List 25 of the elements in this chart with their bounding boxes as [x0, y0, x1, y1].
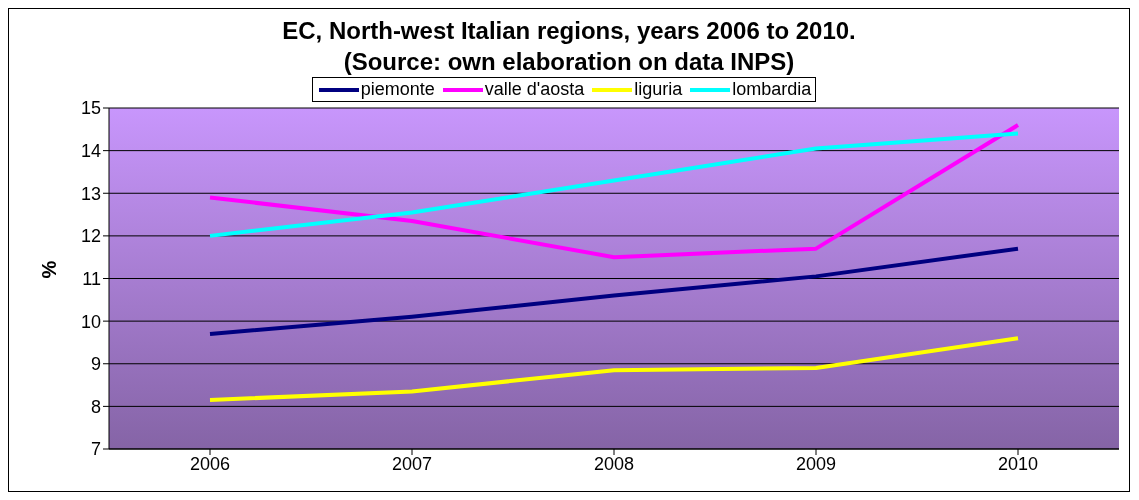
- legend-label: valle d'aosta: [484, 79, 585, 100]
- legend-label: piemonte: [360, 79, 435, 100]
- line-series: [208, 123, 1020, 260]
- y-tick-label: 9: [90, 354, 101, 375]
- line-series: [208, 336, 1020, 402]
- x-tick-label: 2006: [189, 453, 231, 474]
- legend-label: liguria: [634, 79, 683, 100]
- y-axis-title: %: [38, 260, 61, 279]
- y-tick-label: 13: [80, 183, 101, 204]
- y-tick-label: 10: [80, 311, 101, 332]
- x-tick-label: 2008: [593, 453, 635, 474]
- chart-subtitle: (Source: own elaboration on data INPS): [342, 47, 796, 77]
- chart-title: EC, North-west Italian regions, years 2006 to 2010.: [281, 16, 857, 46]
- line-series: [208, 131, 1020, 238]
- line-series: [208, 246, 1020, 336]
- y-tick-label: 8: [90, 396, 101, 417]
- x-tick-label: 2010: [997, 453, 1039, 474]
- x-tick-label: 2007: [391, 453, 433, 474]
- x-tick-label: 2009: [795, 453, 837, 474]
- y-tick-label: 15: [80, 98, 101, 119]
- y-tick-label: 7: [90, 439, 101, 460]
- y-tick-label: 14: [80, 141, 101, 162]
- legend-label: lombardia: [732, 79, 812, 100]
- y-tick-label: 12: [80, 226, 101, 247]
- y-tick-label: 11: [82, 268, 101, 289]
